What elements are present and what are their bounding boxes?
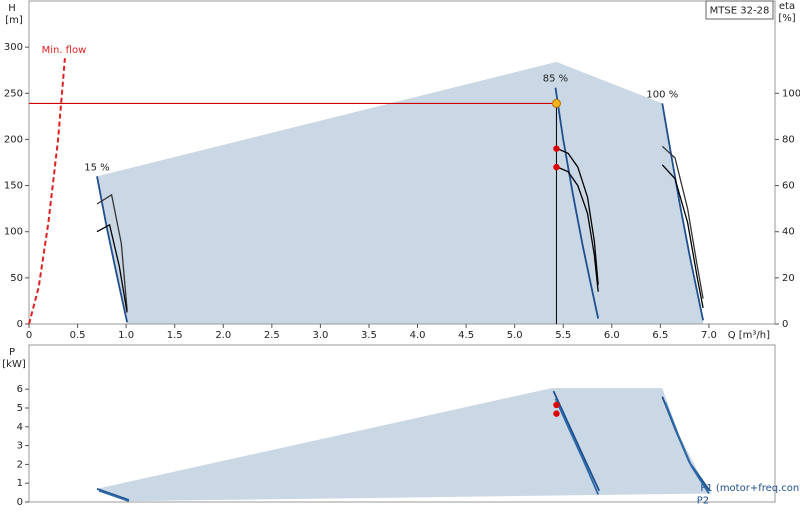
y2-tick-label: 0 [782,319,788,330]
efficiency-marker [553,163,560,171]
y-axis-label: [m] [5,15,23,26]
curve [661,103,704,321]
curve [98,489,130,502]
y2-tick-label: 100 [782,88,800,99]
x-tick-label: 2.0 [215,330,231,341]
speed-label: 15 % [84,162,109,173]
y-axis-label: [kW] [2,359,26,370]
y-tick-label: 50 [10,273,23,284]
y-tick-label: 3 [17,441,23,452]
legend-box [705,0,774,20]
y-tick-label: 0 [17,497,23,508]
x-tick-label: 4.0 [410,330,426,341]
legend-label: MTSE 32-28 [710,6,770,17]
curve [552,390,601,492]
y-tick-label: 4 [17,422,23,433]
power-label: P1 (motor+freq.converter) [700,483,800,494]
x-tick-label: 0 [26,330,32,341]
x-tick-label: 5.5 [555,330,571,341]
plot-frame [28,0,776,325]
y2-axis-label: eta [779,1,795,12]
plot-frame [28,344,776,503]
x-tick-label: 6.0 [604,330,620,341]
speed-label: 100 % [646,89,678,100]
y-tick-label: 150 [4,181,23,192]
y-tick-label: 300 [4,42,23,53]
x-tick-label: 3.5 [361,330,377,341]
efficiency-curve [661,164,704,309]
power-marker [553,401,560,409]
x-tick-label: 0.5 [70,330,86,341]
speed-label: 85 % [543,74,568,85]
x-tick-label: 4.5 [458,330,474,341]
y-tick-label: 250 [4,88,23,99]
x-tick-label: 2.5 [264,330,280,341]
y-tick-label: 100 [4,227,23,238]
x-tick-label: 7.0 [701,330,717,341]
power-label: P2 [697,496,709,507]
x-tick-label: 1.0 [118,330,134,341]
x-tick-label: 1.5 [167,330,183,341]
efficiency-curve [96,193,128,311]
curve [96,487,130,501]
min-flow-curve [28,58,66,325]
y-tick-label: 0 [17,319,23,330]
y-axis-label: H [8,3,16,14]
y-tick-label: 1 [17,478,23,489]
y-tick-label: 200 [4,134,23,145]
curve [554,87,600,319]
efficiency-curve [661,145,704,299]
efficiency-marker [553,145,560,152]
y2-tick-label: 40 [782,227,795,238]
y-tick-label: 2 [17,459,23,470]
min-flow-label: Min. flow [42,45,87,56]
y-axis-label: P [9,347,15,358]
y2-tick-label: 20 [782,273,795,284]
x-axis-label: Q [m³/h] [728,330,770,341]
efficiency-curve [557,148,599,285]
y-tick-label: 5 [17,403,23,414]
efficiency-curve [557,166,599,292]
efficiency-curve [96,223,128,313]
x-tick-label: 6.5 [652,330,668,341]
x-tick-label: 3.0 [312,330,328,341]
y2-tick-label: 80 [782,134,795,145]
operating-envelope [97,61,704,325]
duty-point [551,98,561,108]
x-tick-label: 5.0 [507,330,523,341]
y2-tick-label: 60 [782,181,795,192]
power-marker [553,410,560,417]
y2-axis-label: [%] [778,13,795,24]
operating-envelope [97,388,712,502]
curve [664,401,710,494]
y-tick-label: 6 [17,384,23,395]
curve [554,398,600,495]
